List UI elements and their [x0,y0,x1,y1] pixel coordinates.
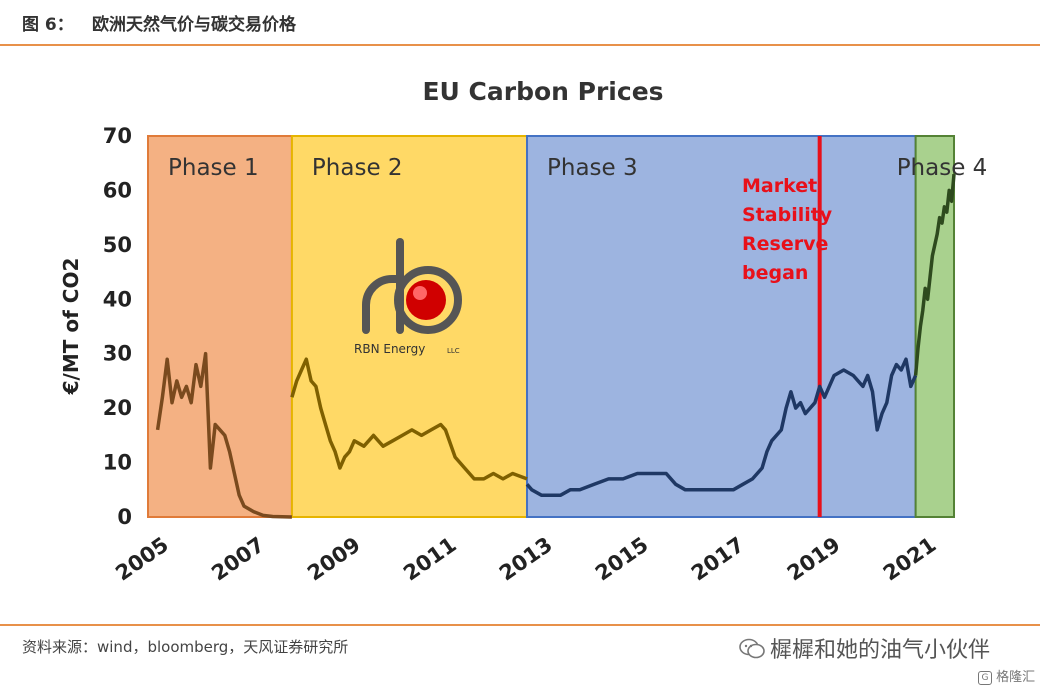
event-label-line: Stability [742,204,833,226]
y-tick-label: 10 [103,451,132,475]
x-tick-label: 2021 [879,532,941,585]
x-tick-label: 2019 [783,532,845,585]
footer-divider [0,624,1040,626]
logo-r-shape [362,275,402,334]
y-tick-label: 20 [103,396,132,420]
y-tick-label: 40 [103,287,132,311]
y-tick-label: 30 [103,342,132,366]
y-tick-label: 50 [103,233,132,257]
phase-label-2: Phase 2 [312,155,403,181]
price-line-segment-2 [290,357,528,481]
x-tick-label: 2009 [303,532,365,585]
x-tick-label: 2011 [399,532,461,585]
y-tick-label: 0 [117,505,132,529]
logo-g-icon: G [978,670,992,685]
event-label-line: Reserve [742,233,828,255]
logo-red-ball [406,280,446,320]
watermark-logo-text: 格隆汇 [996,670,1036,685]
x-tick-label: 2007 [207,532,269,585]
phase-label-1: Phase 1 [168,155,259,181]
phase-band-1 [147,135,293,518]
x-tick-label: 2017 [687,532,749,585]
chart-title: EU Carbon Prices [422,77,663,106]
x-tick-label: 2015 [591,532,653,585]
watermark: 樨樨和她的油气小伙伴 G 格隆汇 [738,630,1059,686]
y-tick-label: 70 [103,124,132,148]
phase-label-4: Phase 4 [897,155,988,181]
source-note: 资料来源：wind，bloomberg，天风证券研究所 [22,638,349,656]
event-label-line: Market [742,175,817,197]
y-tick-label: 60 [103,178,132,202]
figure-header: 图 6： 欧洲天然气价与碳交易价格 [0,0,1040,46]
phase-label-3: Phase 3 [547,155,638,181]
y-axis-label: €/MT of CO2 [59,258,83,396]
phase-band-3 [526,135,917,518]
logo-b-bowl [394,266,462,334]
logo-ball-highlight [413,286,427,300]
eu-carbon-price-chart: EU Carbon Prices Phase 1 Phase 2 Phase 3 Pha… [59,77,988,586]
x-tick-label: 2005 [111,532,173,585]
price-line-segment-1 [155,351,292,519]
event-label-line: began [742,262,808,284]
watermark-text: 樨樨和她的油气小伙伴 [770,638,991,663]
logo-text: RBN Energy [354,342,425,356]
logo-suffix: LLC [447,347,460,355]
wechat-icon [739,638,765,659]
figure-title: 欧洲天然气价与碳交易价格 [92,15,296,35]
x-tick-label: 2013 [495,532,557,585]
figure-number: 图 6： [22,15,74,35]
watermark-logo: G 格隆汇 [978,666,1035,685]
price-line-segment-3 [525,357,918,497]
price-line-segment-4 [913,173,956,376]
